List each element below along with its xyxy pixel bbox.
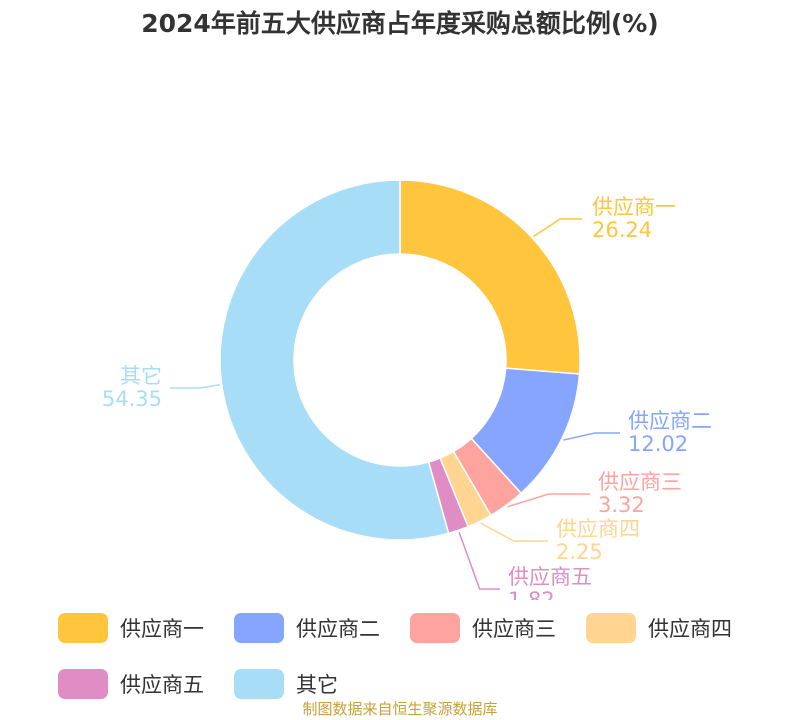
legend-swatch-3	[410, 613, 460, 643]
slice-name-label-1: 供应商一	[592, 195, 676, 219]
slice-value-label-5: 1.82	[508, 588, 555, 600]
donut-slice-6[interactable]	[219, 179, 450, 541]
leader-line-3	[507, 493, 590, 508]
legend-swatch-6	[234, 669, 284, 699]
slice-value-label-3: 3.32	[598, 493, 645, 517]
legend-swatch-2	[234, 613, 284, 643]
chart-title: 2024年前五大供应商占年度采购总额比例(%)	[141, 9, 659, 38]
leader-line-4	[480, 522, 548, 542]
legend-item-2[interactable]: 供应商二	[234, 608, 380, 648]
slice-name-label-5: 供应商五	[508, 565, 592, 589]
legend-swatch-5	[58, 669, 108, 699]
legend-item-3[interactable]: 供应商三	[410, 608, 556, 648]
leader-line-2	[563, 432, 620, 441]
legend-item-4[interactable]: 供应商四	[586, 608, 732, 648]
legend-row-1: 供应商一 供应商二 供应商三 供应商四	[58, 608, 758, 664]
legend-label-6: 其它	[296, 673, 338, 697]
source-note: 制图数据来自恒生聚源数据库	[302, 700, 498, 718]
slice-value-label-6: 54.35	[102, 387, 162, 411]
legend-label-4: 供应商四	[648, 617, 732, 641]
legend-row-2: 供应商五 其它	[58, 664, 758, 720]
slice-value-label-1: 26.24	[592, 218, 652, 242]
legend-label-2: 供应商二	[296, 617, 380, 641]
leader-line-6	[170, 384, 220, 389]
slice-name-label-3: 供应商三	[598, 470, 682, 494]
legend-swatch-4	[586, 613, 636, 643]
slice-name-label-2: 供应商二	[628, 409, 712, 433]
legend-swatch-1	[58, 613, 108, 643]
legend-item-1[interactable]: 供应商一	[58, 608, 204, 648]
slice-name-label-4: 供应商四	[556, 517, 640, 541]
leader-line-1	[533, 218, 582, 238]
slice-name-label-6: 其它	[120, 364, 162, 388]
slice-value-label-4: 2.25	[556, 540, 603, 564]
legend: 供应商一 供应商二 供应商三 供应商四 供应商五 其它	[58, 608, 758, 720]
donut-slice-1[interactable]	[399, 179, 581, 375]
legend-label-1: 供应商一	[120, 617, 204, 641]
legend-label-3: 供应商三	[472, 617, 556, 641]
slice-value-label-2: 12.02	[628, 432, 688, 456]
legend-label-5: 供应商五	[120, 673, 204, 697]
legend-item-5[interactable]: 供应商五	[58, 664, 204, 704]
leader-line-5	[458, 531, 500, 590]
legend-item-6[interactable]: 其它	[234, 664, 338, 704]
